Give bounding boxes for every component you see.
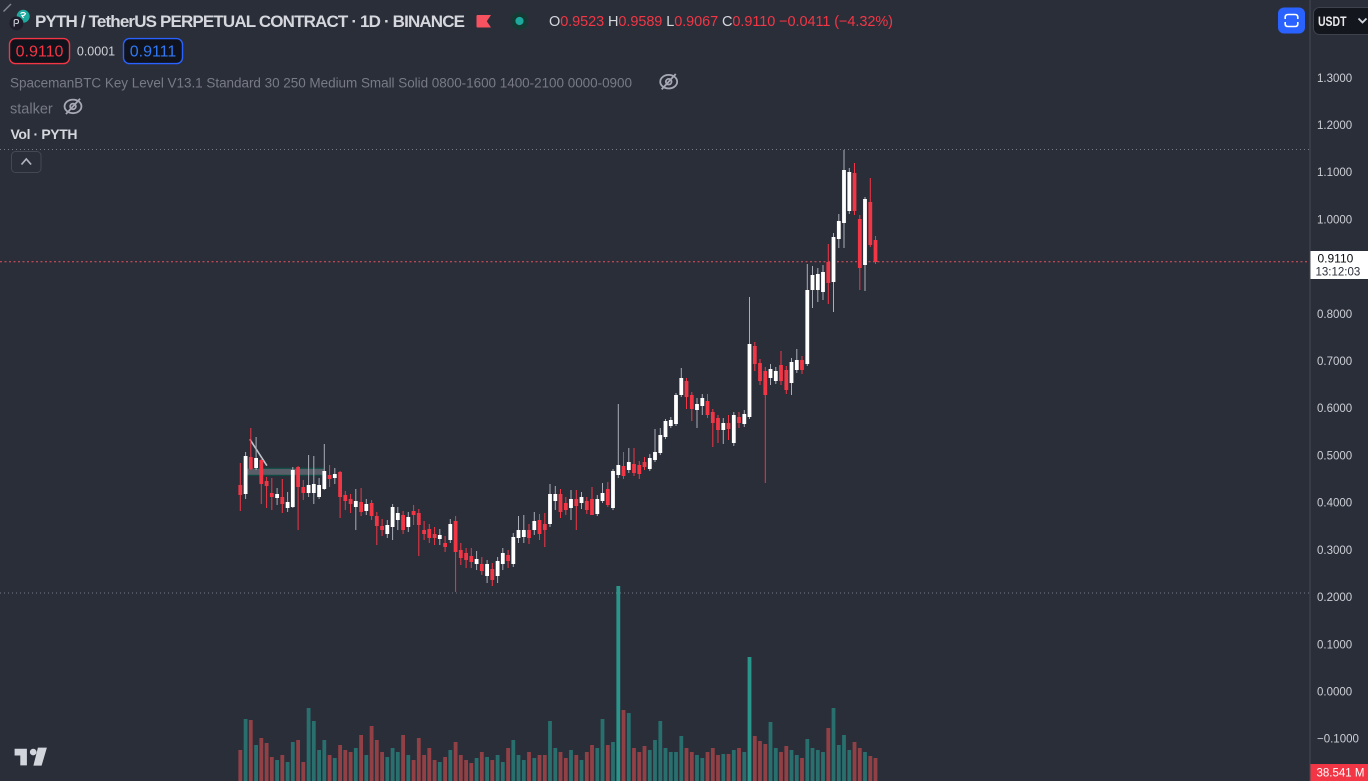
- svg-text:1.0000: 1.0000: [1317, 214, 1352, 226]
- svg-text:O0.9523 H0.9589 L0.9067 C0.: O0.9523 H0.9589 L0.9067 C0.9110 −0.0411 …: [549, 14, 893, 30]
- svg-text:0.0001: 0.0001: [77, 45, 115, 59]
- svg-text:0.6000: 0.6000: [1317, 403, 1352, 415]
- svg-text:0.3000: 0.3000: [1317, 545, 1352, 557]
- svg-text:SpacemanBTC Key Level V13.1 St: SpacemanBTC Key Level V13.1 Standard 30 …: [10, 76, 632, 91]
- svg-text:1.1000: 1.1000: [1317, 167, 1352, 179]
- svg-text:0.7000: 0.7000: [1317, 356, 1352, 368]
- svg-text:0.9110: 0.9110: [1318, 252, 1354, 266]
- svg-text:1.2000: 1.2000: [1317, 120, 1352, 132]
- svg-text:0.1000: 0.1000: [1317, 639, 1352, 651]
- svg-text:0.9111: 0.9111: [130, 44, 177, 61]
- svg-text:0.2000: 0.2000: [1317, 592, 1352, 604]
- svg-text:0.9110: 0.9110: [16, 44, 64, 61]
- svg-text:0.4000: 0.4000: [1317, 498, 1352, 510]
- svg-text:0.5000: 0.5000: [1317, 451, 1352, 463]
- svg-text:PYTH / TetherUS PERPETUAL CONT: PYTH / TetherUS PERPETUAL CONTRACT · 1D …: [35, 12, 465, 31]
- svg-text:0.8000: 0.8000: [1317, 309, 1352, 321]
- svg-text:1.3000: 1.3000: [1317, 73, 1352, 85]
- svg-text:−0.1000: −0.1000: [1317, 734, 1359, 746]
- svg-text:13:12:03: 13:12:03: [1316, 267, 1361, 279]
- svg-text:USDT: USDT: [1318, 14, 1347, 29]
- svg-text:stalker: stalker: [10, 102, 53, 118]
- svg-text:38.541 M: 38.541 M: [1317, 768, 1365, 780]
- svg-text:Vol · PYTH: Vol · PYTH: [11, 126, 78, 142]
- svg-text:0.0000: 0.0000: [1317, 687, 1352, 699]
